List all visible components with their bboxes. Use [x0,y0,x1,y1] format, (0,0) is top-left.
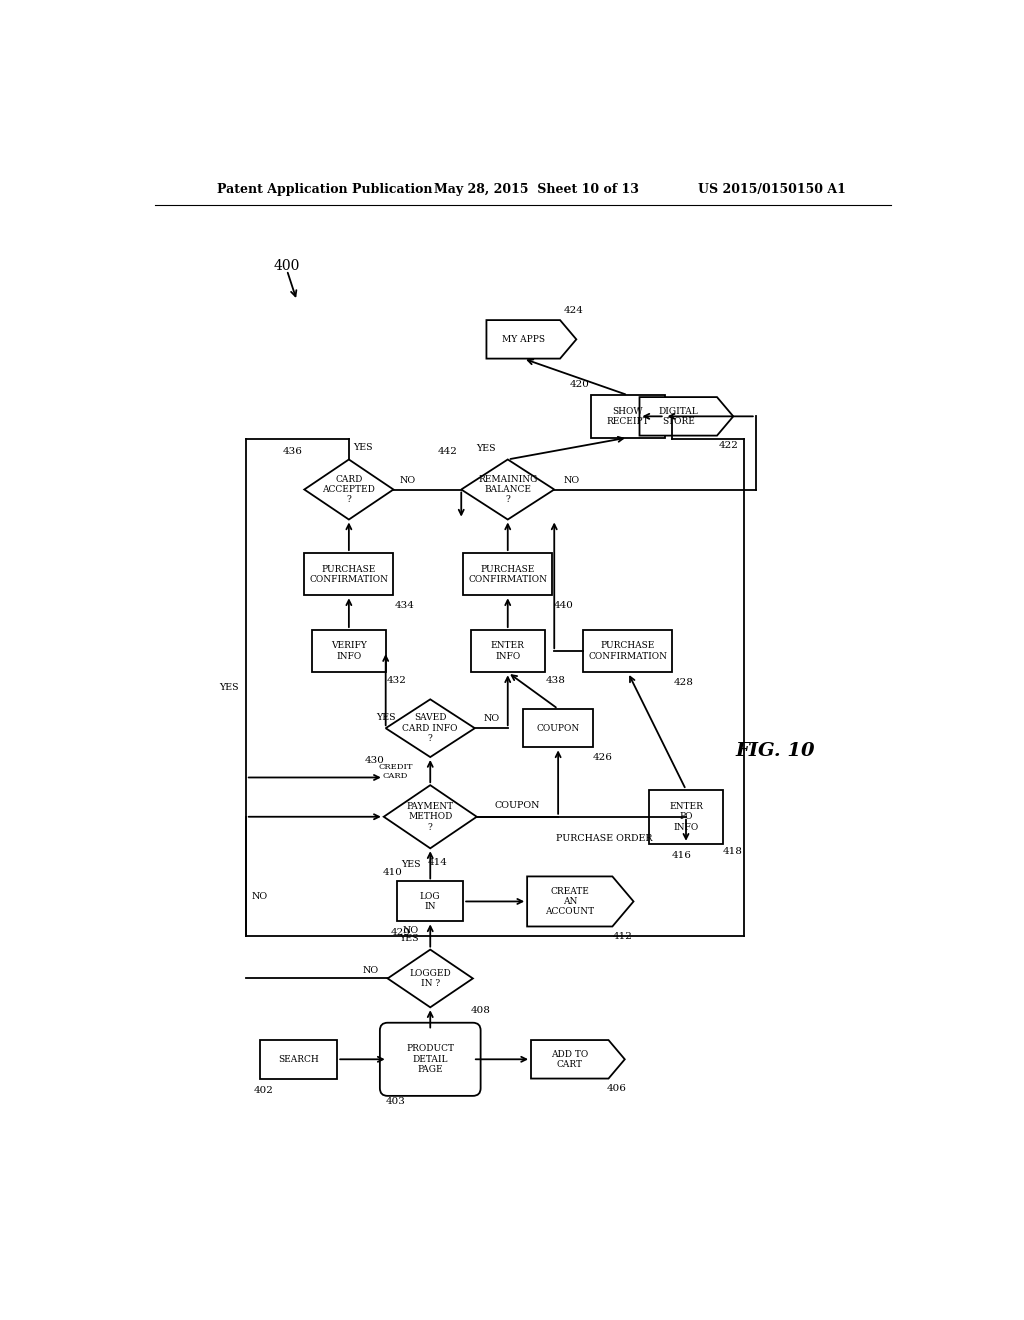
Text: NO: NO [252,891,268,900]
Bar [591,395,665,437]
Polygon shape [640,397,733,436]
Bar [304,553,393,595]
Text: 430: 430 [365,756,384,766]
Text: 408: 408 [471,1006,490,1015]
Text: YES: YES [401,861,421,870]
Text: 422: 422 [719,441,738,450]
Text: US 2015/0150150 A1: US 2015/0150150 A1 [697,182,846,195]
Text: LOGGED
IN ?: LOGGED IN ? [410,969,452,989]
Bar [312,630,386,672]
Text: 440: 440 [554,601,573,610]
Text: LOG
IN: LOG IN [420,892,440,911]
Text: YES: YES [398,933,419,942]
Text: NO: NO [483,714,500,723]
Text: ENTER
INFO: ENTER INFO [490,642,524,661]
Text: 434: 434 [394,601,415,610]
Text: 412: 412 [612,932,633,941]
Text: PURCHASE
CONFIRMATION: PURCHASE CONFIRMATION [468,565,547,583]
Polygon shape [388,949,473,1007]
Text: Patent Application Publication: Patent Application Publication [217,182,432,195]
Text: SEARCH: SEARCH [279,1055,318,1064]
Bar [523,709,593,747]
Polygon shape [304,459,393,520]
Text: PURCHASE
CONFIRMATION: PURCHASE CONFIRMATION [309,565,388,583]
FancyBboxPatch shape [380,1023,480,1096]
Text: 414: 414 [428,858,447,867]
Text: YES: YES [476,445,496,453]
Polygon shape [486,321,577,359]
Text: 442: 442 [437,446,458,455]
Text: DIGITAL
STORE: DIGITAL STORE [658,407,698,426]
Text: PURCHASE
CONFIRMATION: PURCHASE CONFIRMATION [589,642,668,661]
Text: VERIFY
INFO: VERIFY INFO [331,642,367,661]
Bar [463,553,552,595]
Polygon shape [384,785,477,849]
Bar [397,882,463,921]
Text: CREATE
AN
ACCOUNT: CREATE AN ACCOUNT [545,887,594,916]
Text: MY APPS: MY APPS [502,335,545,343]
Text: NO: NO [402,927,419,935]
Text: 428: 428 [674,677,693,686]
Text: 400: 400 [273,259,300,273]
Text: 420: 420 [570,380,590,388]
Text: 410: 410 [383,867,403,876]
Text: SAVED
CARD INFO
?: SAVED CARD INFO ? [402,713,458,743]
Text: 403: 403 [385,1097,406,1106]
Text: NO: NO [563,475,580,484]
Text: REMAINING
BALANCE
?: REMAINING BALANCE ? [478,475,538,504]
Polygon shape [531,1040,625,1078]
Polygon shape [386,700,475,758]
Text: PRODUCT
DETAIL
PAGE: PRODUCT DETAIL PAGE [407,1044,455,1074]
Text: YES: YES [219,684,239,692]
Text: YES: YES [376,713,395,722]
Text: 418: 418 [723,847,742,855]
Text: COUPON: COUPON [537,723,580,733]
Text: 432: 432 [387,676,407,685]
Text: 438: 438 [546,676,565,685]
Polygon shape [527,876,634,927]
Text: 416: 416 [672,851,692,859]
Text: ADD TO
CART: ADD TO CART [551,1049,589,1069]
Text: May 28, 2015  Sheet 10 of 13: May 28, 2015 Sheet 10 of 13 [434,182,639,195]
Text: 436: 436 [284,446,303,455]
Bar [584,630,673,672]
Text: PAYMENT
METHOD
?: PAYMENT METHOD ? [407,801,454,832]
Text: NO: NO [399,475,416,484]
Text: ENTER
PO
INFO: ENTER PO INFO [669,801,702,832]
Bar [471,630,545,672]
Text: PURCHASE ORDER: PURCHASE ORDER [556,834,653,842]
Text: 429: 429 [391,928,411,937]
Text: CREDIT
CARD: CREDIT CARD [378,763,413,780]
Text: YES: YES [353,444,373,453]
Bar [260,1040,337,1078]
Text: SHOW
RECEIPT: SHOW RECEIPT [606,407,649,426]
Text: 406: 406 [606,1084,627,1093]
Text: 402: 402 [254,1085,273,1094]
Text: CARD
ACCEPTED
?: CARD ACCEPTED ? [323,475,376,504]
Bar [649,789,723,843]
Text: 426: 426 [593,752,613,762]
Text: COUPON: COUPON [495,801,541,810]
Text: NO: NO [362,966,379,975]
Polygon shape [461,459,554,520]
Text: FIG. 10: FIG. 10 [735,742,815,760]
Text: 424: 424 [563,306,584,314]
